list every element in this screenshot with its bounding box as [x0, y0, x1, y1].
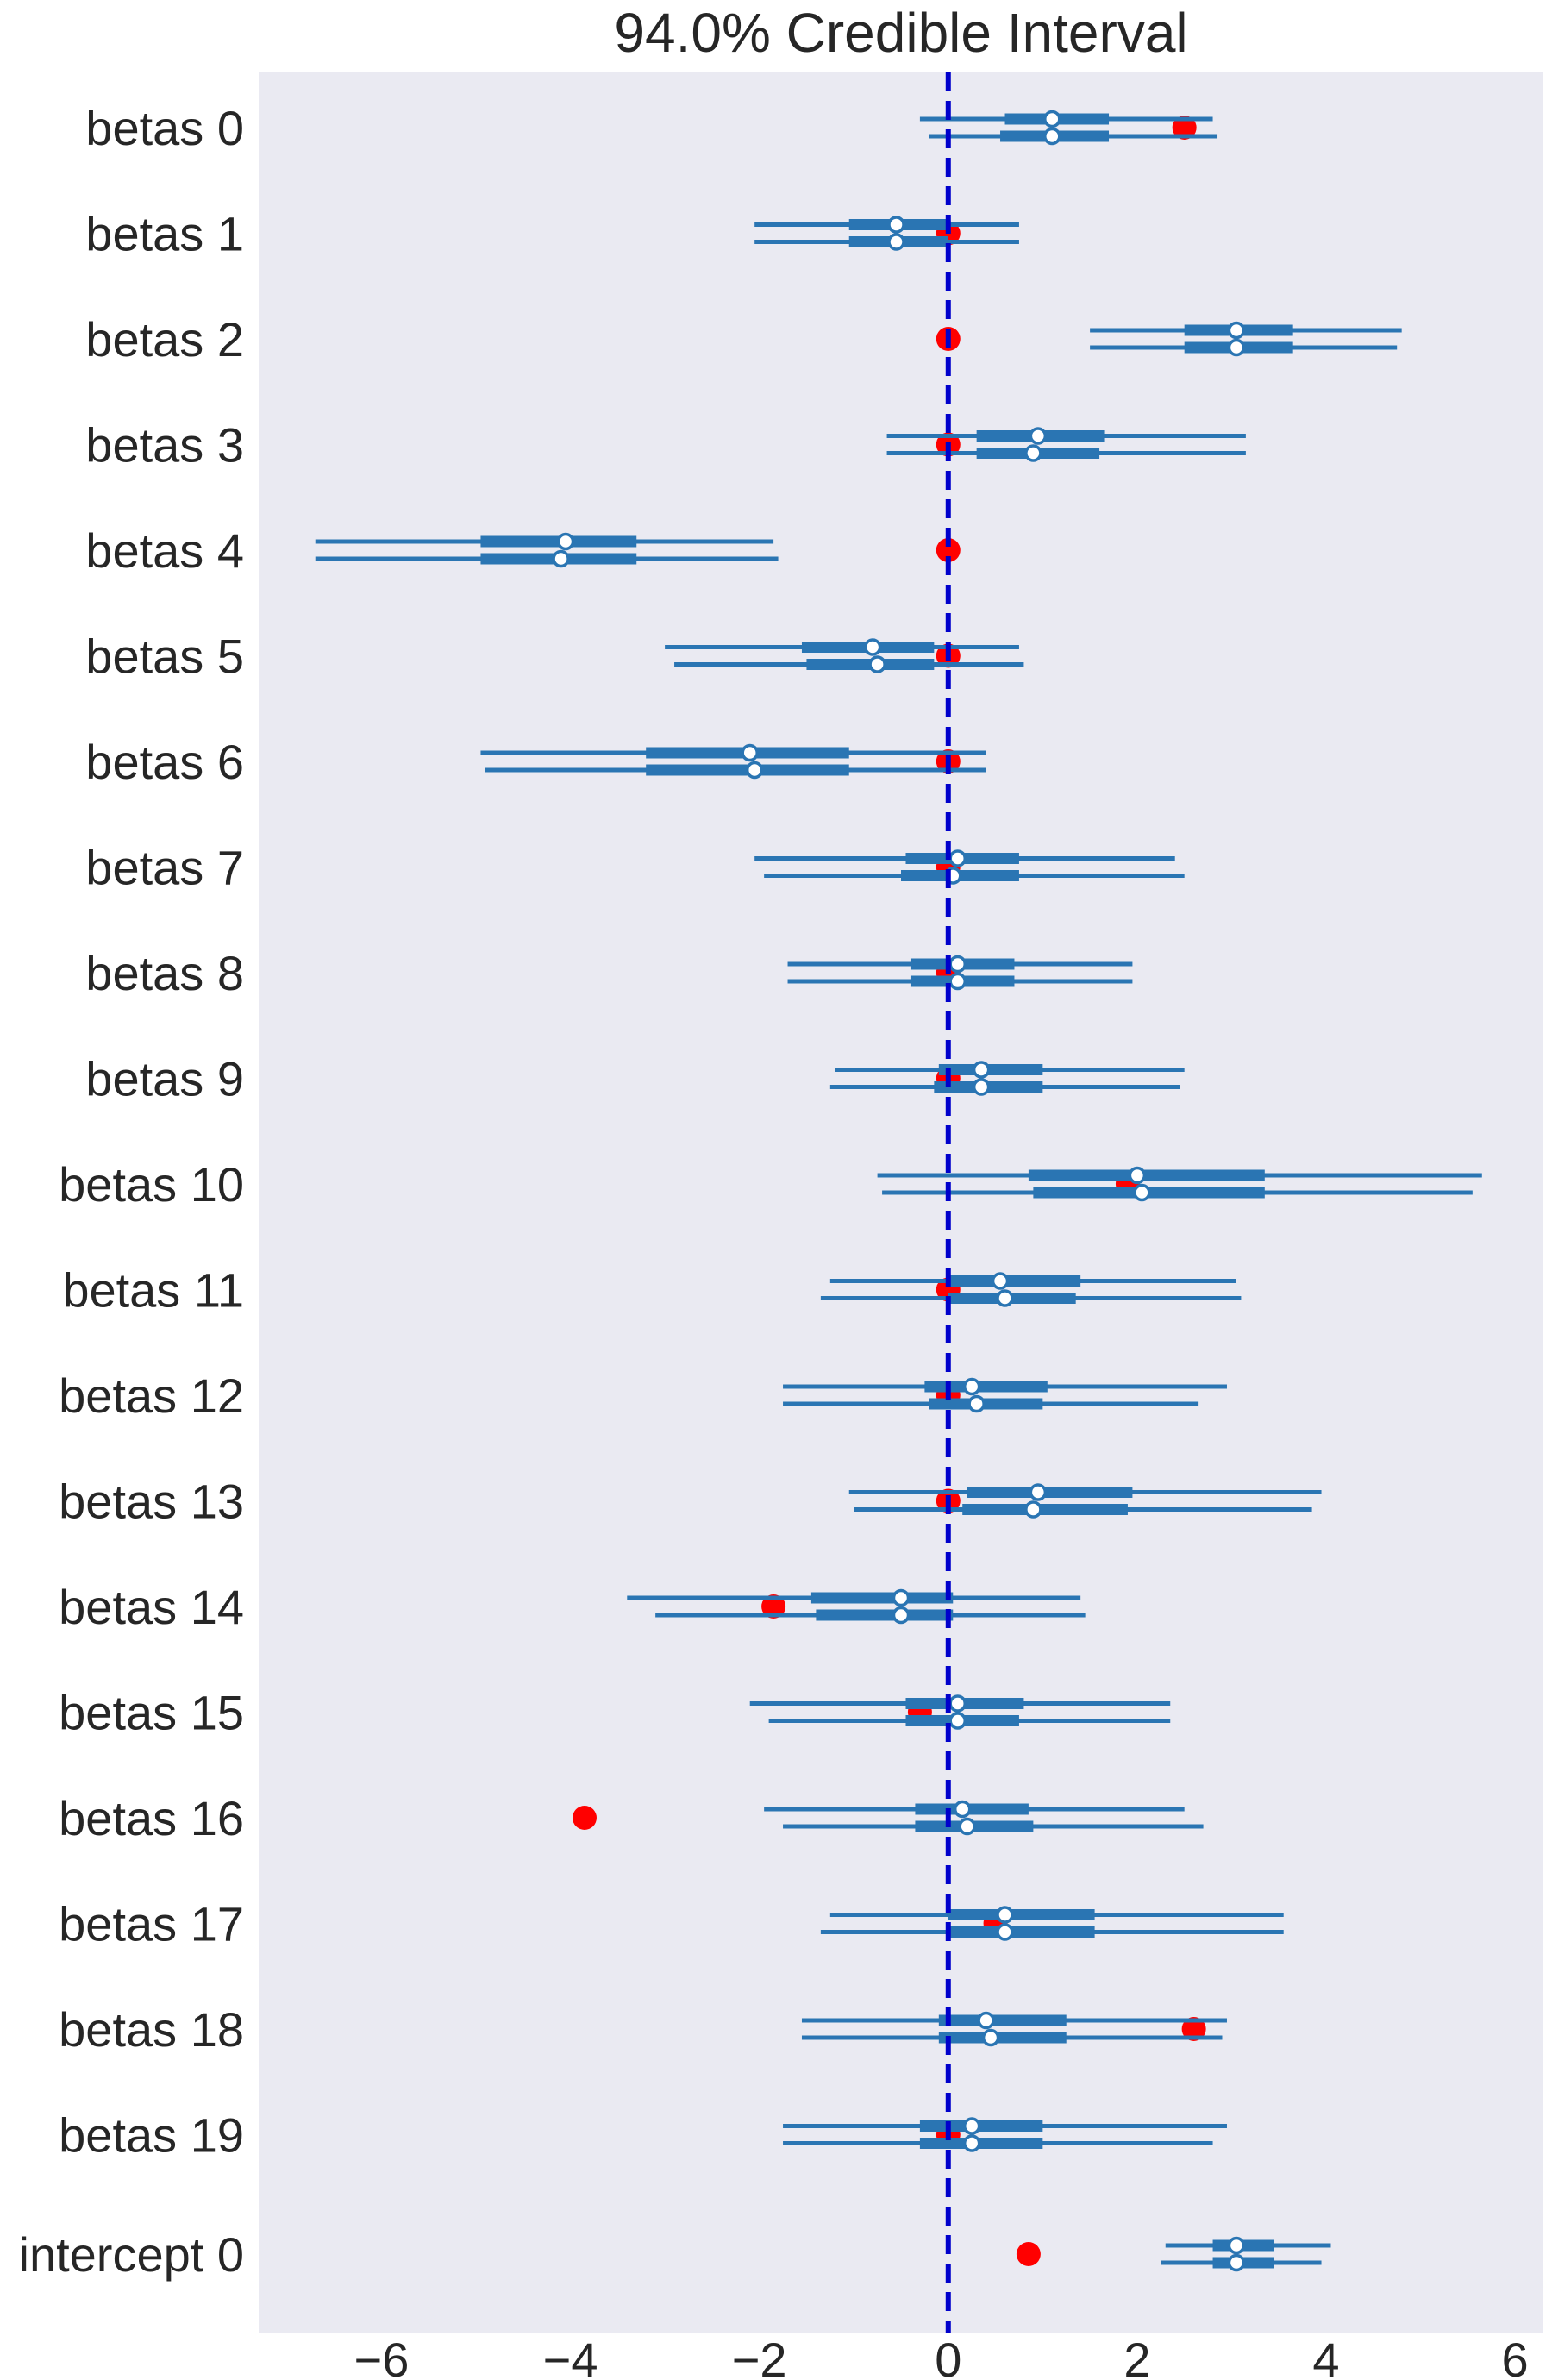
true-value-marker: [1016, 2242, 1041, 2266]
parameter-label: betas 12: [59, 1368, 244, 1423]
median-point: [991, 1272, 1010, 1290]
median-point: [948, 955, 967, 974]
parameter-label: betas 0: [85, 101, 244, 155]
median-point: [1227, 338, 1246, 357]
parameter-label: betas 5: [85, 629, 244, 684]
parameter-label: intercept 0: [19, 2227, 245, 2282]
median-point: [1024, 1500, 1042, 1519]
median-point: [887, 233, 905, 251]
median-point: [1128, 1166, 1147, 1185]
true-value-marker: [1181, 2017, 1206, 2041]
parameter-label: betas 9: [85, 1052, 244, 1106]
parameter-label: betas 14: [59, 1580, 244, 1634]
y-axis-labels: betas 0 betas 1 betas 2 betas 3 betas 4 betas…: [19, 101, 245, 2282]
parameter-label: betas 15: [59, 1686, 244, 1740]
median-point: [745, 761, 764, 780]
median-point: [1024, 444, 1042, 462]
true-value-marker: [1172, 116, 1197, 140]
median-point: [996, 1289, 1014, 1307]
median-point: [962, 2134, 981, 2152]
parameter-label: betas 19: [59, 2108, 244, 2163]
median-point: [996, 1906, 1014, 1924]
true-value-marker: [572, 1806, 597, 1830]
parameter-label: betas 8: [85, 946, 244, 1000]
median-point: [1133, 1183, 1151, 1202]
parameter-label: betas 10: [59, 1157, 244, 1212]
median-point: [948, 849, 967, 867]
parameter-label: betas 17: [59, 1897, 244, 1951]
median-point: [868, 655, 886, 673]
median-point: [948, 972, 967, 991]
median-point: [1029, 1483, 1048, 1501]
parameter-label: betas 1: [85, 207, 244, 261]
median-point: [552, 549, 570, 568]
x-tick-label: −6: [354, 2333, 409, 2380]
x-tick-label: 0: [935, 2333, 961, 2380]
parameter-label: betas 7: [85, 841, 244, 895]
median-point: [996, 1923, 1014, 1941]
parameter-label: betas 11: [62, 1263, 244, 1318]
true-value-marker: [761, 1594, 786, 1619]
parameter-label: betas 18: [59, 2002, 244, 2057]
plot-background: [259, 72, 1543, 2333]
median-point: [1043, 110, 1061, 128]
median-point: [958, 1817, 976, 1836]
x-tick-label: 6: [1502, 2333, 1529, 2380]
median-point: [981, 2028, 1000, 2047]
median-point: [967, 1394, 986, 1413]
chart-title: 94.0% Credible Interval: [614, 2, 1187, 64]
median-point: [892, 1606, 911, 1625]
median-point: [1029, 427, 1048, 445]
parameter-label: betas 3: [85, 418, 244, 473]
median-point: [741, 743, 759, 762]
median-point: [962, 2117, 981, 2135]
median-point: [972, 1061, 991, 1079]
x-tick-label: 2: [1123, 2333, 1150, 2380]
median-point: [556, 532, 575, 551]
parameter-label: betas 13: [59, 1475, 244, 1529]
median-point: [887, 216, 905, 234]
median-point: [1227, 321, 1246, 340]
median-point: [1227, 2236, 1246, 2255]
median-point: [1227, 2253, 1246, 2272]
parameter-label: betas 16: [59, 1791, 244, 1845]
x-tick-label: −4: [543, 2333, 598, 2380]
x-tick-label: 4: [1312, 2333, 1339, 2380]
median-point: [962, 1377, 981, 1396]
parameter-label: betas 4: [85, 523, 244, 578]
parameter-label: betas 6: [85, 735, 244, 789]
median-point: [948, 1694, 967, 1713]
interval-marks: [315, 72, 1482, 2333]
median-point: [977, 2011, 995, 2030]
x-axis-tick-labels: −6 −4 −2 0 2 4 6: [354, 2333, 1528, 2380]
parameter-label: betas 2: [85, 312, 244, 366]
median-point: [1043, 127, 1061, 146]
median-point: [972, 1078, 991, 1096]
median-point: [863, 638, 882, 656]
median-point: [953, 1800, 972, 1819]
x-tick-label: −2: [732, 2333, 787, 2380]
median-point: [892, 1588, 911, 1607]
median-point: [948, 1712, 967, 1730]
true-value-marker: [936, 538, 961, 562]
